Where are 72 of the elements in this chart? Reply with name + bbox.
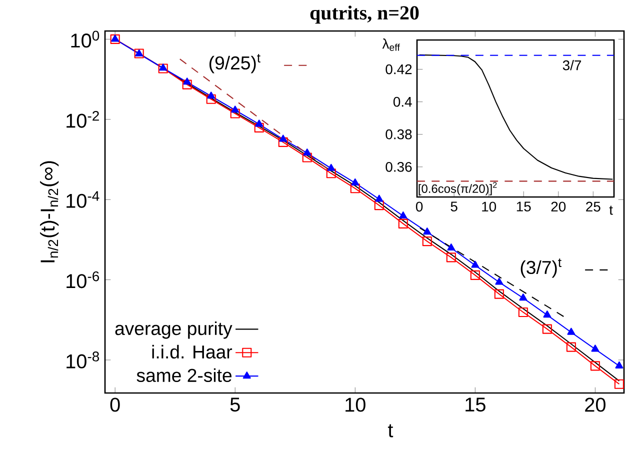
point (207, 92, 216, 99)
point (206, 94, 216, 104)
x-tick-label: 25 (586, 202, 600, 212)
point (494, 289, 504, 299)
x-tick-label: 5 (230, 398, 240, 412)
y-axis-title: I$_{n/2}$(t)-I$_{n/2}$(∞) (40, 161, 59, 262)
ref-line-label: [0.6cos(π/20)]$^{2}$ (418, 182, 497, 196)
point (158, 64, 168, 74)
point (374, 200, 384, 210)
x-tick-label: 0 (416, 202, 423, 212)
y-tick-label: 10$^{-8}$ (66, 352, 100, 368)
y-tick-label: 0.38 (386, 129, 412, 140)
point (542, 324, 552, 334)
point (375, 194, 384, 202)
annotation: 3/7 (562, 60, 582, 70)
point (303, 148, 312, 156)
x-tick-label: 20 (551, 202, 566, 212)
point (182, 80, 192, 90)
legend-label: average purity (115, 321, 232, 339)
point (471, 260, 480, 268)
point (470, 270, 480, 280)
point (278, 137, 288, 147)
point (566, 342, 576, 352)
point (422, 236, 432, 246)
y-tick-label: 10$^{-4}$ (66, 191, 100, 208)
point (447, 243, 456, 251)
y-tick-label: 10$^{0}$ (71, 30, 100, 48)
point (615, 361, 624, 368)
point (567, 328, 576, 335)
x-tick-label: 10 (346, 398, 366, 412)
x-tick-label: 10 (482, 202, 496, 212)
point (302, 152, 312, 162)
y-axis-title: λ$_{eff}$ (382, 38, 400, 51)
point (614, 379, 624, 389)
x-tick-label: 20 (585, 398, 606, 412)
point (327, 164, 336, 171)
x-axis-title: t (609, 206, 613, 215)
point (590, 361, 600, 371)
legend-label: (3/7)$^{t}$ (520, 258, 562, 278)
y-tick-label: 10$^{-6}$ (66, 271, 100, 288)
point (398, 218, 408, 229)
point (255, 120, 264, 127)
point (326, 168, 336, 178)
point (183, 78, 192, 85)
point (230, 108, 240, 118)
legend-label: i.i.d. Haar (152, 344, 232, 359)
point (350, 184, 360, 194)
point (591, 344, 600, 352)
point (423, 228, 432, 235)
point (351, 178, 360, 186)
y-tick-label: 0.4 (393, 96, 412, 107)
x-axis-title: t (388, 424, 394, 438)
point (519, 294, 528, 301)
point (446, 252, 456, 262)
point (495, 278, 504, 285)
y-tick-label: 0.42 (386, 64, 412, 74)
point (279, 134, 288, 142)
point (159, 64, 168, 71)
y-tick-label: 0.36 (386, 162, 412, 172)
point (254, 122, 264, 132)
x-tick-label: 0 (110, 398, 120, 412)
point (518, 307, 528, 318)
x-tick-label: 5 (450, 202, 458, 212)
point (543, 310, 552, 318)
chart-title: qutrits, n=20 (310, 6, 419, 24)
y-tick-label: 10$^{-2}$ (66, 110, 99, 128)
x-tick-label: 15 (466, 398, 486, 412)
point (231, 106, 240, 113)
x-tick-label: 15 (516, 202, 531, 212)
legend-label: same 2-site (136, 368, 232, 382)
point (399, 211, 408, 219)
legend-label: (9/25)$^{t}$ (209, 54, 260, 74)
